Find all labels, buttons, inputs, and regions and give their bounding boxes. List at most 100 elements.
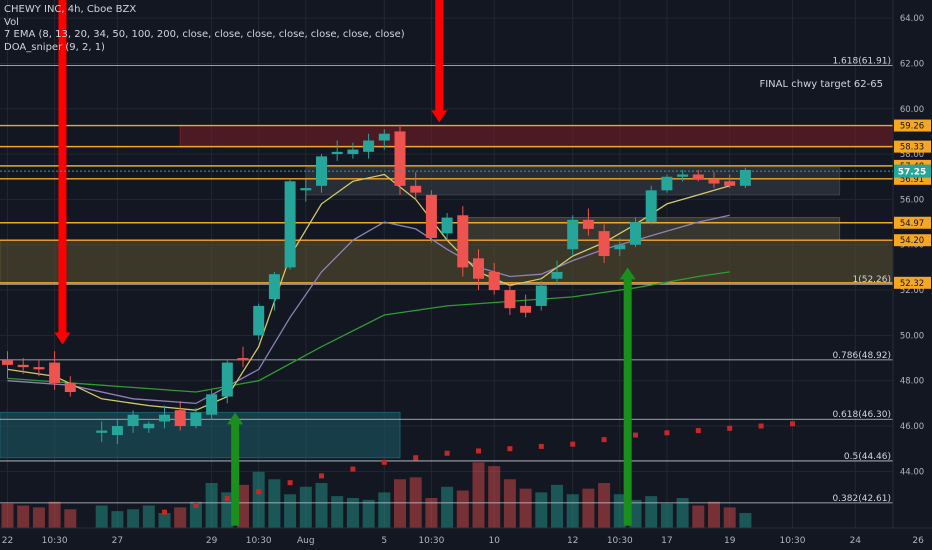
candle-body[interactable] [614, 244, 626, 250]
candle-body[interactable] [394, 131, 406, 186]
red-arrow-shaft [58, 0, 67, 335]
candle-body[interactable] [535, 285, 547, 306]
fib-level-label: 0.382(42.61) [832, 494, 891, 504]
candle-body[interactable] [708, 179, 720, 184]
volume-bar [503, 479, 516, 528]
candle-body[interactable] [410, 185, 422, 193]
candle-body[interactable] [598, 231, 610, 257]
price-tick-label: 64.00 [900, 14, 924, 24]
candle-body[interactable] [520, 305, 532, 313]
sniper-dot [476, 448, 481, 454]
ema-indicator-label[interactable]: 7 EMA (8, 13, 20, 34, 50, 100, 200, clos… [4, 29, 405, 40]
candle-body[interactable] [630, 222, 641, 245]
green-arrow-head [227, 412, 244, 425]
volume-bar [660, 503, 673, 528]
candle-body[interactable] [143, 423, 155, 429]
time-tick-label: 27 [112, 536, 123, 546]
candle-body[interactable] [645, 190, 657, 223]
time-tick-label: 10 [488, 536, 500, 546]
candle-body[interactable] [190, 412, 202, 427]
sniper-dot [381, 459, 387, 465]
candle-body[interactable] [724, 181, 736, 186]
candle-body[interactable] [96, 430, 108, 433]
level-price-label: 54.20 [900, 236, 924, 246]
volume-indicator-label[interactable]: Vol [4, 16, 19, 28]
price-tick-label: 58.00 [900, 150, 924, 160]
candle-body[interactable] [206, 394, 218, 415]
candle-body[interactable] [237, 358, 249, 361]
candle-body[interactable] [2, 360, 13, 365]
sniper-dot [413, 455, 419, 461]
candle-body[interactable] [331, 151, 343, 155]
volume-bar [205, 483, 218, 528]
price-axis[interactable] [893, 0, 932, 550]
candle-body[interactable] [363, 140, 375, 152]
volume-bar [17, 505, 30, 528]
fib-level-label: 0.618(46.30) [832, 410, 891, 420]
price-tick-label: 52.00 [900, 286, 924, 296]
candle-body[interactable] [567, 219, 579, 250]
candle-body[interactable] [111, 426, 123, 436]
volume-bar [221, 492, 234, 528]
volume-bar [441, 486, 454, 528]
candle-body[interactable] [347, 149, 359, 155]
candle-body[interactable] [425, 194, 437, 238]
sniper-dot [256, 489, 262, 495]
candle-body[interactable] [174, 410, 186, 427]
sniper-dot [444, 450, 450, 456]
candle-body[interactable] [677, 174, 689, 177]
volume-bar [64, 509, 77, 528]
sniper-dot [538, 443, 544, 449]
candle-body[interactable] [378, 133, 390, 141]
candle-body[interactable] [441, 217, 453, 234]
candle-body[interactable] [33, 367, 45, 370]
candle-body[interactable] [127, 414, 139, 427]
symbol-title: CHEWY INC, 4h, Cboe BZX [4, 4, 137, 15]
time-tick-label: 10:30 [418, 536, 444, 546]
candle-body[interactable] [17, 364, 29, 368]
candle-body[interactable] [504, 290, 516, 309]
level-price-label: 58.33 [900, 143, 924, 153]
candle-body[interactable] [253, 305, 265, 336]
time-tick-label: 19 [724, 536, 736, 546]
candle-body[interactable] [159, 414, 170, 422]
time-tick-label: 24 [850, 536, 862, 546]
candle-body[interactable] [49, 362, 61, 383]
price-zone [305, 167, 841, 196]
fib-level-label: 0.786(48.92) [832, 351, 891, 361]
candle-body[interactable] [473, 258, 484, 279]
volume-bar [315, 483, 328, 528]
candle-body[interactable] [64, 382, 76, 393]
candle-body[interactable] [300, 188, 312, 191]
candle-body[interactable] [582, 219, 594, 229]
candle-body[interactable] [739, 169, 751, 186]
time-tick-label: 10:30 [246, 536, 272, 546]
volume-bar [692, 505, 705, 528]
volume-bar [425, 498, 438, 528]
candle-body[interactable] [268, 274, 280, 300]
fib-level-label: 1.618(61.91) [832, 56, 891, 66]
price-tick-label: 56.00 [900, 195, 924, 205]
time-tick-label: Aug [297, 536, 315, 546]
candle-body[interactable] [692, 174, 704, 180]
volume-bar [551, 484, 563, 528]
candle-body[interactable] [551, 271, 563, 279]
sniper-dot [664, 430, 670, 436]
candle-body[interactable] [661, 176, 673, 191]
level-price-label: 52.32 [900, 279, 924, 289]
price-zone [179, 125, 894, 148]
volume-bar [237, 484, 249, 528]
ema-slow-line [7, 271, 730, 393]
candle-body[interactable] [488, 271, 500, 291]
volume-bar [174, 507, 187, 528]
green-arrow-shaft [623, 277, 632, 526]
chart-legend: CHEWY INC, 4h, Cboe BZX Vol 7 EMA (8, 13… [4, 4, 405, 54]
candle-body[interactable] [284, 181, 296, 268]
time-axis[interactable] [0, 528, 932, 550]
sniper-indicator-label[interactable]: DOA_sniper (9, 2, 1) [4, 41, 105, 53]
candle-body[interactable] [221, 362, 233, 397]
candle-body[interactable] [457, 215, 469, 268]
volume-bar [739, 513, 752, 528]
